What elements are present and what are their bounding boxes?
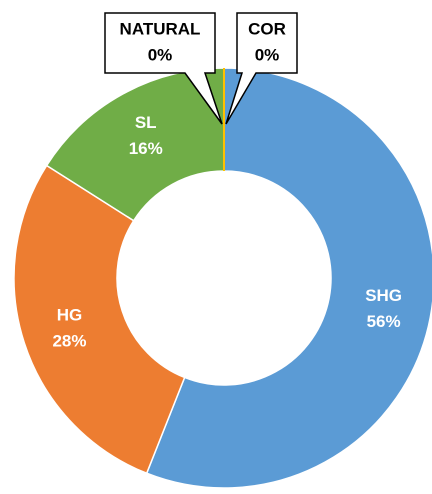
- category-label: SL: [135, 113, 157, 132]
- category-label: COR: [248, 19, 286, 38]
- value-label: 0%: [148, 45, 173, 64]
- callout-box: [225, 12, 298, 125]
- category-label: NATURAL: [120, 19, 201, 38]
- category-label: SHG: [365, 286, 402, 305]
- labels: SHG 56% HG 28% SL 16% NATURAL 0% COR 0%: [52, 12, 402, 351]
- value-label: 56%: [367, 312, 401, 331]
- callout-box: [104, 12, 223, 125]
- slice: [13, 164, 186, 475]
- slice: [145, 67, 432, 489]
- value-label: 16%: [129, 139, 163, 158]
- category-label: HG: [57, 306, 83, 325]
- value-label: 0%: [255, 45, 280, 64]
- value-label: 28%: [52, 332, 86, 351]
- slice: [45, 67, 225, 222]
- donut: [13, 67, 432, 489]
